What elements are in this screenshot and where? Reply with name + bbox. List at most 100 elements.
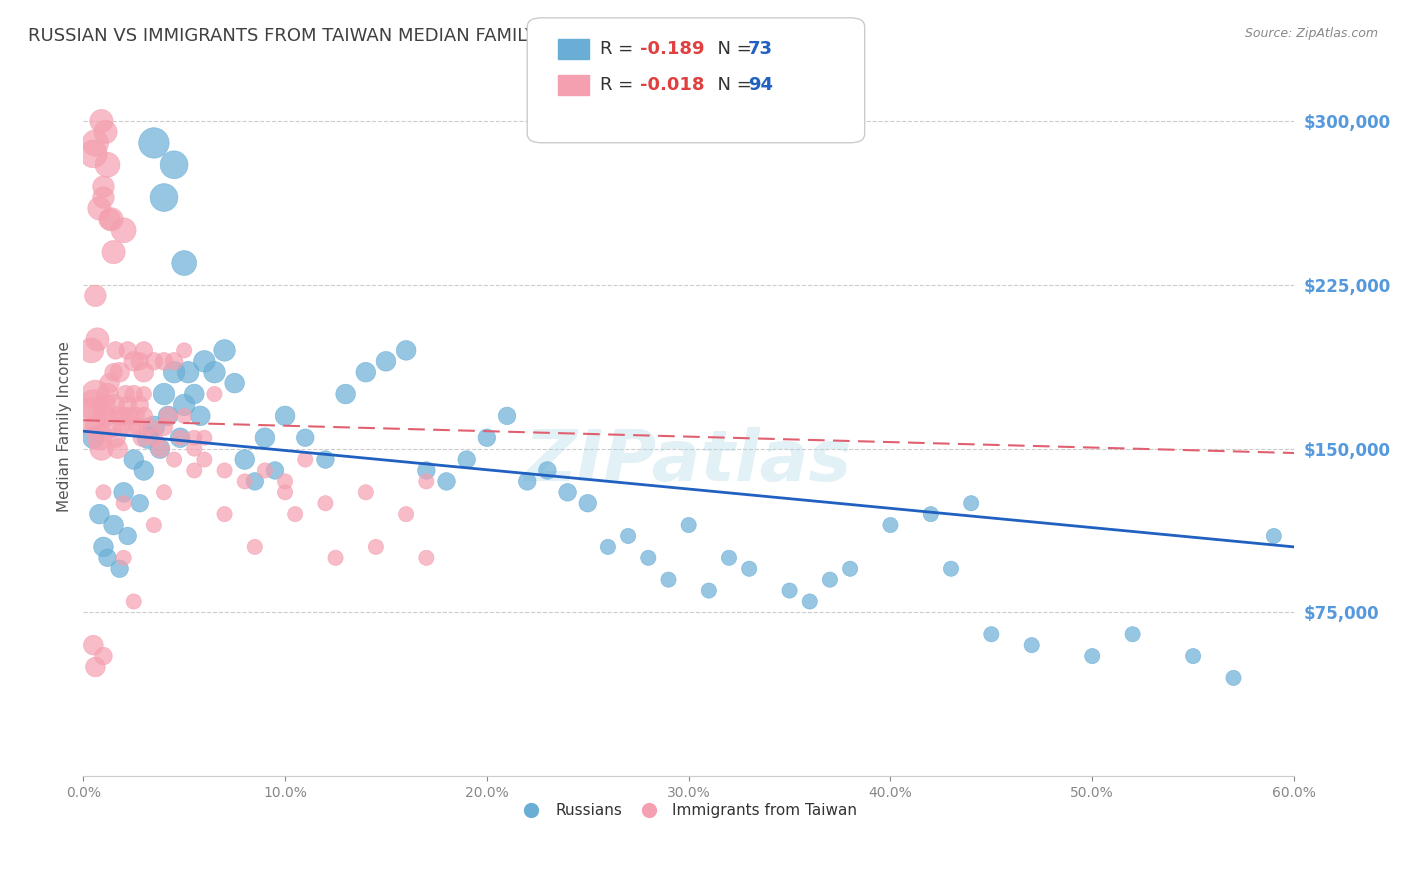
- Point: [1182, 649, 1205, 664]
- Text: R =: R =: [600, 76, 640, 94]
- Point: [364, 540, 387, 554]
- Point: [108, 409, 131, 423]
- Point: [90, 442, 112, 456]
- Point: [183, 463, 205, 477]
- Point: [193, 452, 215, 467]
- Point: [375, 354, 398, 368]
- Point: [132, 387, 155, 401]
- Point: [183, 442, 205, 456]
- Point: [576, 496, 599, 510]
- Point: [395, 343, 418, 358]
- Point: [183, 431, 205, 445]
- Point: [214, 463, 236, 477]
- Point: [163, 158, 186, 172]
- Point: [415, 475, 437, 489]
- Point: [657, 573, 679, 587]
- Point: [90, 114, 112, 128]
- Point: [173, 398, 195, 412]
- Point: [122, 594, 145, 608]
- Point: [100, 212, 122, 227]
- Point: [103, 398, 125, 412]
- Point: [177, 365, 200, 379]
- Point: [84, 136, 107, 150]
- Point: [436, 475, 458, 489]
- Point: [142, 419, 165, 434]
- Text: R =: R =: [600, 40, 640, 58]
- Point: [94, 409, 117, 423]
- Point: [114, 387, 136, 401]
- Point: [456, 452, 478, 467]
- Point: [596, 540, 619, 554]
- Point: [980, 627, 1002, 641]
- Point: [117, 398, 139, 412]
- Point: [149, 442, 172, 456]
- Point: [122, 387, 145, 401]
- Point: [132, 365, 155, 379]
- Point: [536, 463, 558, 477]
- Point: [84, 387, 107, 401]
- Point: [142, 431, 165, 445]
- Point: [173, 343, 195, 358]
- Point: [214, 507, 236, 521]
- Point: [153, 190, 176, 204]
- Point: [84, 660, 107, 674]
- Point: [132, 343, 155, 358]
- Point: [637, 550, 659, 565]
- Point: [163, 365, 186, 379]
- Point: [112, 223, 135, 237]
- Point: [163, 452, 186, 467]
- Point: [82, 638, 104, 652]
- Point: [127, 419, 149, 434]
- Point: [89, 202, 111, 216]
- Point: [274, 485, 297, 500]
- Point: [173, 256, 195, 270]
- Point: [274, 409, 297, 423]
- Point: [415, 463, 437, 477]
- Point: [253, 431, 276, 445]
- Point: [274, 475, 297, 489]
- Point: [354, 485, 377, 500]
- Point: [82, 398, 104, 412]
- Point: [354, 365, 377, 379]
- Point: [104, 343, 127, 358]
- Point: [94, 125, 117, 139]
- Text: -0.189: -0.189: [640, 40, 704, 58]
- Point: [253, 463, 276, 477]
- Point: [516, 475, 538, 489]
- Point: [82, 146, 104, 161]
- Point: [100, 419, 122, 434]
- Point: [233, 475, 256, 489]
- Point: [118, 409, 141, 423]
- Point: [86, 333, 108, 347]
- Point: [122, 452, 145, 467]
- Point: [136, 419, 159, 434]
- Point: [1081, 649, 1104, 664]
- Point: [104, 431, 127, 445]
- Point: [1021, 638, 1043, 652]
- Point: [395, 507, 418, 521]
- Point: [920, 507, 942, 521]
- Point: [96, 550, 118, 565]
- Text: 94: 94: [748, 76, 773, 94]
- Point: [79, 409, 101, 423]
- Text: ZIPatlas: ZIPatlas: [524, 427, 852, 496]
- Point: [103, 518, 125, 533]
- Point: [163, 354, 186, 368]
- Text: Source: ZipAtlas.com: Source: ZipAtlas.com: [1244, 27, 1378, 40]
- Point: [125, 409, 148, 423]
- Point: [243, 475, 266, 489]
- Point: [112, 409, 135, 423]
- Point: [475, 431, 498, 445]
- Point: [1263, 529, 1285, 543]
- Point: [183, 387, 205, 401]
- Point: [98, 212, 121, 227]
- Point: [96, 158, 118, 172]
- Text: -0.018: -0.018: [640, 76, 704, 94]
- Point: [294, 452, 316, 467]
- Point: [89, 431, 111, 445]
- Point: [204, 365, 226, 379]
- Point: [82, 431, 104, 445]
- Point: [153, 387, 176, 401]
- Point: [193, 354, 215, 368]
- Point: [107, 442, 129, 456]
